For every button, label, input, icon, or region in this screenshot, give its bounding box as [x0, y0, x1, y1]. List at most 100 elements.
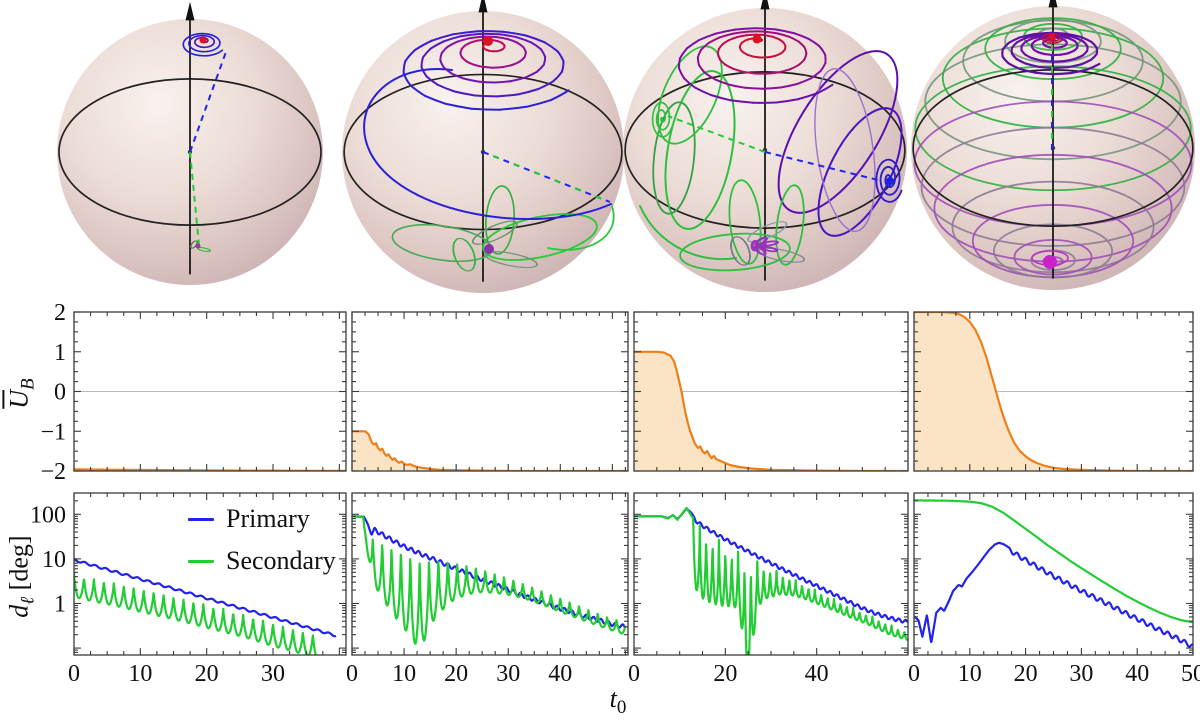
trajectory-spiral: [1066, 63, 1083, 69]
trajectory-spiral: [442, 35, 462, 43]
trajectory-spiral: [452, 30, 479, 36]
trajectory-loop: [657, 45, 723, 145]
tick-label: 30: [1069, 661, 1093, 687]
trajectory-spiral: [733, 27, 757, 31]
trajectory-spiral: [409, 84, 426, 97]
secondary-line-swatch: [188, 559, 214, 563]
pole-dot: [199, 36, 207, 44]
trajectory-spiral: [1018, 67, 1037, 74]
trajectory-loop: [664, 70, 736, 230]
trajectory-spiral: [727, 83, 747, 89]
trajectory-loop: [814, 68, 876, 232]
trajectory-spiral: [450, 72, 465, 80]
energy-panel-1: [73, 311, 347, 472]
trajectory-spiral: [744, 86, 764, 90]
trajectory-spiral: [1051, 66, 1069, 70]
trajectory-spiral: [1034, 71, 1055, 76]
trajectory-spiral: [543, 41, 559, 53]
trajectory-loop: [728, 179, 762, 265]
trajectory-spiral: [425, 75, 439, 86]
primary-series-line: [74, 557, 337, 638]
trajectory-loop: [652, 101, 696, 215]
tick-label: 50: [1181, 661, 1200, 687]
pole-dot: [886, 177, 894, 185]
distance-panel-3: [633, 492, 909, 656]
trajectory-spiral: [1066, 32, 1083, 39]
state-vector-dashed: [482, 151, 611, 203]
trajectory-spiral: [1059, 52, 1070, 56]
trajectory-spiral: [677, 57, 682, 70]
trajectory-spiral: [807, 37, 821, 48]
axis-arrowhead: [1048, 0, 1058, 8]
trajectory-spiral: [429, 40, 445, 50]
trajectory-spiral: [686, 39, 701, 50]
tick-label: −1: [40, 419, 66, 445]
tick-label: 0: [68, 661, 80, 687]
tick-label: 10: [392, 661, 416, 687]
trajectory-spiral: [470, 107, 501, 111]
trajectory-spiral: [498, 105, 528, 111]
tick-label: 30: [261, 661, 285, 687]
trajectory-spiral: [552, 70, 563, 83]
tick-label: 20: [713, 661, 737, 687]
trajectory-spiral: [456, 37, 471, 43]
state-vector-dashed: [764, 151, 879, 181]
distance-panel-4: [913, 492, 1194, 656]
trajectory-spiral: [816, 83, 834, 95]
distance-panel-2: [351, 492, 629, 656]
secondary-series-line: [914, 499, 1193, 624]
rosette-petal: [471, 220, 518, 245]
trajectory-spiral: [501, 30, 527, 37]
tick-label: 0: [346, 661, 358, 687]
state-vector-dashed: [189, 151, 200, 246]
trajectory-spiral: [776, 32, 791, 38]
trajectory-spiral: [707, 36, 721, 44]
primary-series-line: [634, 507, 908, 624]
rosette-petal: [452, 237, 476, 272]
trajectory-spiral: [1070, 68, 1089, 75]
energy-panel-3: [633, 311, 909, 472]
tick-label: 0: [628, 661, 640, 687]
secondary-series-line: [352, 515, 627, 645]
tick-label: 100: [30, 502, 66, 528]
trajectory-spiral: [679, 47, 688, 59]
pole-dot: [759, 242, 767, 250]
tick-label: 1: [54, 340, 66, 366]
trajectory-spiral: [516, 36, 533, 44]
tick-label: 30: [496, 661, 520, 687]
axis-arrowhead: [185, 1, 195, 21]
trajectory-spiral: [732, 30, 750, 35]
trajectory-spiral: [491, 66, 504, 69]
trajectory-spiral: [754, 27, 777, 31]
trajectory-spiral: [414, 39, 433, 51]
tick-label: 40: [805, 661, 829, 687]
trajectory-spiral: [1086, 62, 1101, 71]
trajectory-loop: [775, 184, 805, 266]
energy-line: [634, 350, 908, 471]
energy-line: [352, 430, 628, 471]
trajectory-spiral: [436, 83, 456, 93]
trajectory-spiral: [718, 32, 735, 39]
tick-label: 2: [54, 300, 66, 326]
trajectory-spiral: [525, 99, 552, 108]
trajectory-spiral: [1043, 53, 1054, 57]
tick-label: 20: [1014, 661, 1038, 687]
energy-panel-2: [351, 311, 629, 472]
pole-dot: [752, 34, 762, 44]
trajectory-loop: [482, 213, 598, 261]
rosette-petal: [730, 236, 751, 266]
rosette-petal: [747, 221, 788, 243]
trajectory-spiral: [762, 30, 779, 35]
trajectory-spiral: [698, 32, 717, 41]
trajectory-spiral: [729, 99, 755, 104]
trajectory-spiral: [1018, 33, 1036, 39]
trajectory-spiral: [459, 32, 481, 38]
trajectory-spiral: [775, 98, 800, 104]
tick-label: 10: [42, 547, 66, 573]
trajectory-spiral: [473, 94, 499, 98]
distance-panel-1: [73, 492, 347, 656]
trajectory-spiral: [498, 33, 518, 39]
tick-label: 20: [195, 661, 219, 687]
trajectory-arc: [547, 205, 615, 251]
